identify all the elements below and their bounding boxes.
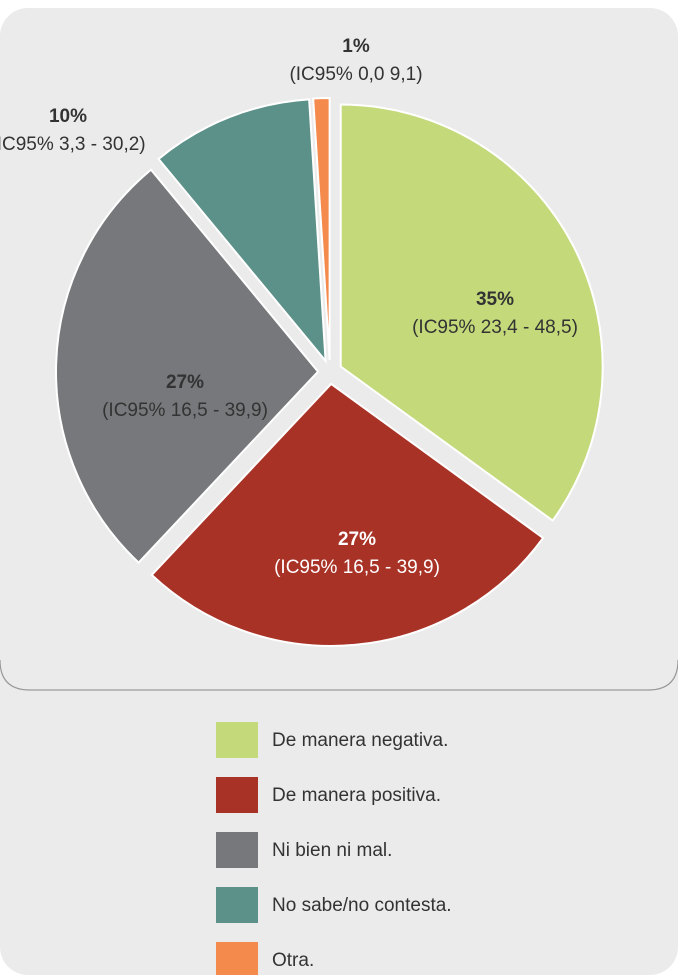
- pie-slice: [312, 97, 331, 361]
- legend-label: Ni bien ni mal.: [272, 840, 392, 861]
- legend-swatch: [216, 887, 258, 923]
- legend-label: No sabe/no contesta.: [272, 895, 452, 916]
- ci-label: (IC95% 16,5 - 39,9): [274, 557, 440, 578]
- pie-slice: [339, 103, 604, 522]
- divider: [0, 659, 678, 691]
- ci-label: (IC95% 16,5 - 39,9): [102, 400, 268, 421]
- legend-label: De manera negativa.: [272, 730, 448, 751]
- legend-swatch: [216, 832, 258, 868]
- value-label: 27%: [166, 372, 204, 393]
- value-label: 27%: [338, 529, 376, 550]
- pie-slice: [150, 382, 545, 647]
- ci-label: (IC95% 0,0 9,1): [289, 64, 422, 85]
- ci-label: (IC95% 3,3 - 30,2): [0, 134, 146, 155]
- value-label: 35%: [476, 289, 514, 310]
- legend-label: Otra.: [272, 950, 314, 971]
- pie-slice: [157, 98, 327, 364]
- legend-swatch: [216, 942, 258, 975]
- value-label: 10%: [49, 106, 87, 127]
- value-label: 1%: [342, 36, 370, 57]
- legend-swatch: [216, 722, 258, 758]
- ci-label: (IC95% 23,4 - 48,5): [412, 317, 578, 338]
- pie-slice: [55, 168, 320, 565]
- legend-label: De manera positiva.: [272, 785, 441, 806]
- legend-swatch: [216, 777, 258, 813]
